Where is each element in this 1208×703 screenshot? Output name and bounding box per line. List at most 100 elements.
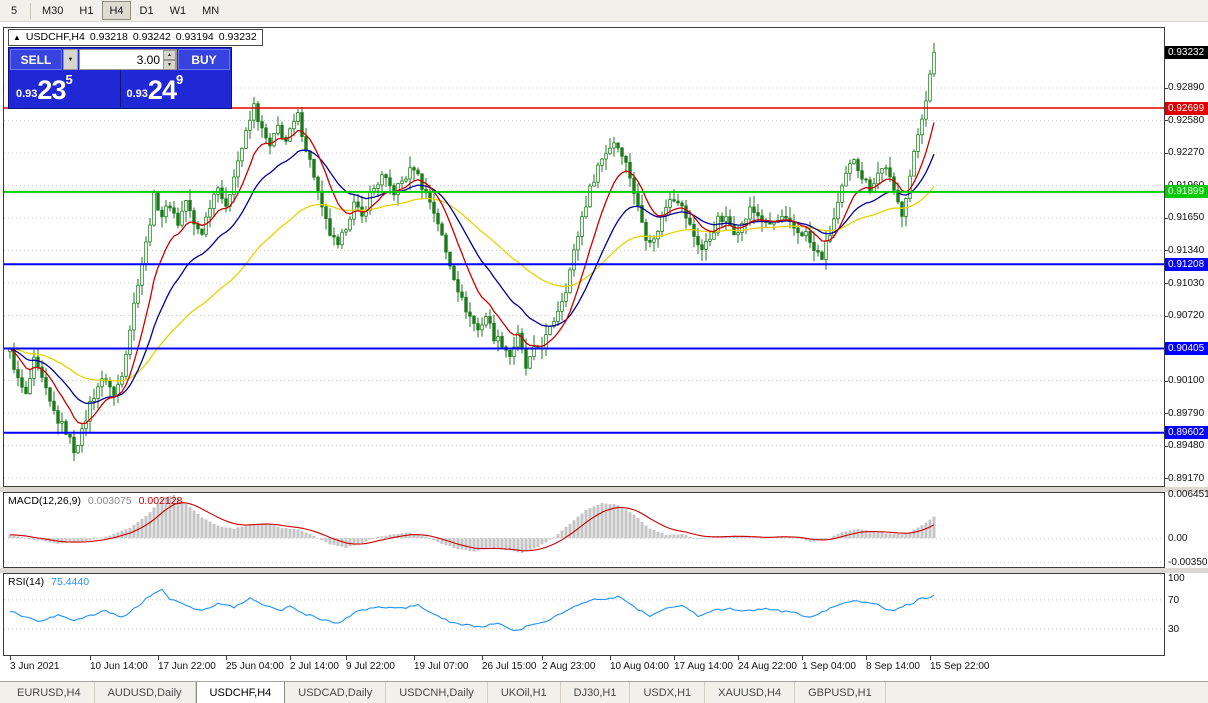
order-type-dropdown[interactable]: ▼ (63, 49, 78, 70)
price-axis-tick (1164, 478, 1168, 479)
panel-splitter[interactable] (0, 487, 1208, 492)
time-axis-label: 17 Jun 22:00 (158, 661, 216, 672)
price-axis-label: 0.92580 (1168, 114, 1205, 126)
macd-axis-label: 0.006451 (1168, 489, 1208, 501)
chart-tab-audusd-daily[interactable]: AUDUSD,Daily (95, 682, 196, 703)
time-axis-tick (802, 656, 803, 660)
price-badge-0.91208: 0.91208 (1165, 257, 1208, 271)
buy-price-display[interactable]: 0.93 24 9 (120, 71, 230, 107)
lot-increase-button[interactable]: ▲ (163, 50, 176, 60)
price-axis-label: 0.89790 (1168, 407, 1205, 419)
rsi-axis-label: 30 (1168, 623, 1180, 635)
chart-tab-usdcnh-daily[interactable]: USDCNH,Daily (386, 682, 488, 703)
chart-tab-xauusd-h4[interactable]: XAUUSD,H4 (705, 682, 796, 703)
timeframe-button-5[interactable]: 5 (10, 4, 18, 17)
chevron-down-icon: ▼ (67, 56, 74, 63)
price-axis-label: 0.92270 (1168, 147, 1205, 159)
macd-panel[interactable] (3, 492, 1165, 568)
time-axis-label: 3 Jun 2021 (10, 661, 60, 672)
time-axis-tick (674, 656, 675, 660)
time-axis-label: 15 Sep 22:00 (930, 661, 990, 672)
timeframe-button-h4[interactable]: H4 (102, 1, 131, 20)
price-axis-label: 0.91030 (1168, 277, 1205, 289)
time-axis-label: 2 Jul 14:00 (290, 661, 339, 672)
time-axis-tick (290, 656, 291, 660)
time-axis-tick (226, 656, 227, 660)
time-axis-label: 10 Aug 04:00 (610, 661, 669, 672)
sell-price-main: 23 (37, 75, 66, 105)
price-axis-label: 0.90100 (1168, 375, 1205, 387)
timeframe-button-d1[interactable]: D1 (139, 4, 154, 17)
timeframe-button-w1[interactable]: W1 (169, 4, 187, 17)
price-axis-label: 0.92890 (1168, 82, 1205, 94)
chart-tab-usdx-h1[interactable]: USDX,H1 (630, 682, 706, 703)
buy-price-main: 24 (147, 75, 177, 105)
price-axis-tick (1164, 283, 1168, 284)
macd-signal-value: 0.002128 (138, 495, 183, 507)
timeframe-button-mn[interactable]: MN (202, 4, 220, 17)
ohlc-high: 0.93242 (132, 31, 171, 43)
buy-price-pip: 9 (175, 72, 184, 87)
sell-price-display[interactable]: 0.93 23 5 (10, 71, 120, 107)
panel-splitter[interactable] (0, 568, 1208, 573)
rsi-axis-label: 70 (1168, 594, 1180, 606)
time-axis-label: 25 Jun 04:00 (226, 661, 284, 672)
price-badge-0.92699: 0.92699 (1165, 101, 1208, 115)
price-axis-label: 0.91340 (1168, 244, 1205, 256)
rsi-panel[interactable] (3, 573, 1165, 656)
time-axis-tick (482, 656, 483, 660)
chart-tab-dj30-h1[interactable]: DJ30,H1 (561, 682, 631, 703)
time-axis-label: 24 Aug 22:00 (738, 661, 797, 672)
timeframe-toolbar: 5 M30 H1 H4 D1 W1 MN (0, 0, 1208, 22)
time-axis-tick (610, 656, 611, 660)
macd-chart[interactable] (4, 493, 1164, 567)
chart-tab-bar: EURUSD,H4 AUDUSD,Daily USDCHF,H4 USDCAD,Dai… (0, 681, 1208, 703)
price-badge-0.90405: 0.90405 (1165, 342, 1208, 356)
time-axis-label: 19 Jul 07:00 (414, 661, 469, 672)
time-axis-tick (930, 656, 931, 660)
price-axis-tick (1164, 153, 1168, 154)
price-axis-label: 0.89170 (1168, 472, 1205, 484)
price-badge-0.89602: 0.89602 (1165, 426, 1208, 440)
ohlc-close: 0.93232 (218, 31, 257, 43)
price-axis-tick (1164, 88, 1168, 89)
chart-tab-gbpusd-h1[interactable]: GBPUSD,H1 (795, 682, 886, 703)
toolbar-separator (30, 2, 31, 19)
time-axis-tick (346, 656, 347, 660)
price-axis-tick (1164, 381, 1168, 382)
price-axis-tick (1164, 413, 1168, 414)
buy-price-prefix: 0.93 (126, 88, 148, 100)
lot-size-input[interactable] (80, 50, 163, 69)
price-axis-label: 0.89480 (1168, 440, 1205, 452)
time-axis-label: 26 Jul 15:00 (482, 661, 537, 672)
time-axis-tick (542, 656, 543, 660)
price-axis-tick (1164, 250, 1168, 251)
time-axis-label: 1 Sep 04:00 (802, 661, 856, 672)
time-axis-label: 10 Jun 14:00 (90, 661, 148, 672)
rsi-chart[interactable] (4, 574, 1164, 655)
chart-title: ▲ USDCHF,H4 0.93218 0.93242 0.93194 0.93… (8, 29, 263, 46)
ohlc-open: 0.93218 (89, 31, 128, 43)
time-axis-tick (158, 656, 159, 660)
chart-symbol: USDCHF,H4 (25, 31, 85, 43)
chart-tab-ukoil-h1[interactable]: UKOil,H1 (488, 682, 561, 703)
sell-price-pip: 5 (65, 72, 73, 87)
price-axis-tick (1164, 446, 1168, 447)
sell-button[interactable]: SELL (10, 49, 62, 70)
time-axis-label: 9 Jul 22:00 (346, 661, 395, 672)
chart-tab-usdcad-daily[interactable]: USDCAD,Daily (285, 682, 387, 703)
rsi-axis-label: 100 (1168, 573, 1185, 584)
chart-tab-usdchf-h4[interactable]: USDCHF,H4 (195, 682, 286, 703)
timeframe-button-h1[interactable]: H1 (79, 4, 94, 17)
macd-main-value: 0.003075 (87, 495, 132, 507)
buy-button[interactable]: BUY (178, 49, 230, 70)
timeframe-button-m30[interactable]: M30 (42, 4, 64, 17)
time-axis-label: 8 Sep 14:00 (866, 661, 920, 672)
price-badge-0.91899: 0.91899 (1165, 185, 1208, 199)
time-axis-tick (738, 656, 739, 660)
lot-decrease-button[interactable]: ▼ (163, 60, 176, 70)
rsi-current-value: 75.4440 (51, 576, 90, 588)
chart-tab-eurusd-h4[interactable]: EURUSD,H4 (4, 682, 95, 703)
time-axis-tick (10, 656, 11, 660)
time-axis-tick (90, 656, 91, 660)
